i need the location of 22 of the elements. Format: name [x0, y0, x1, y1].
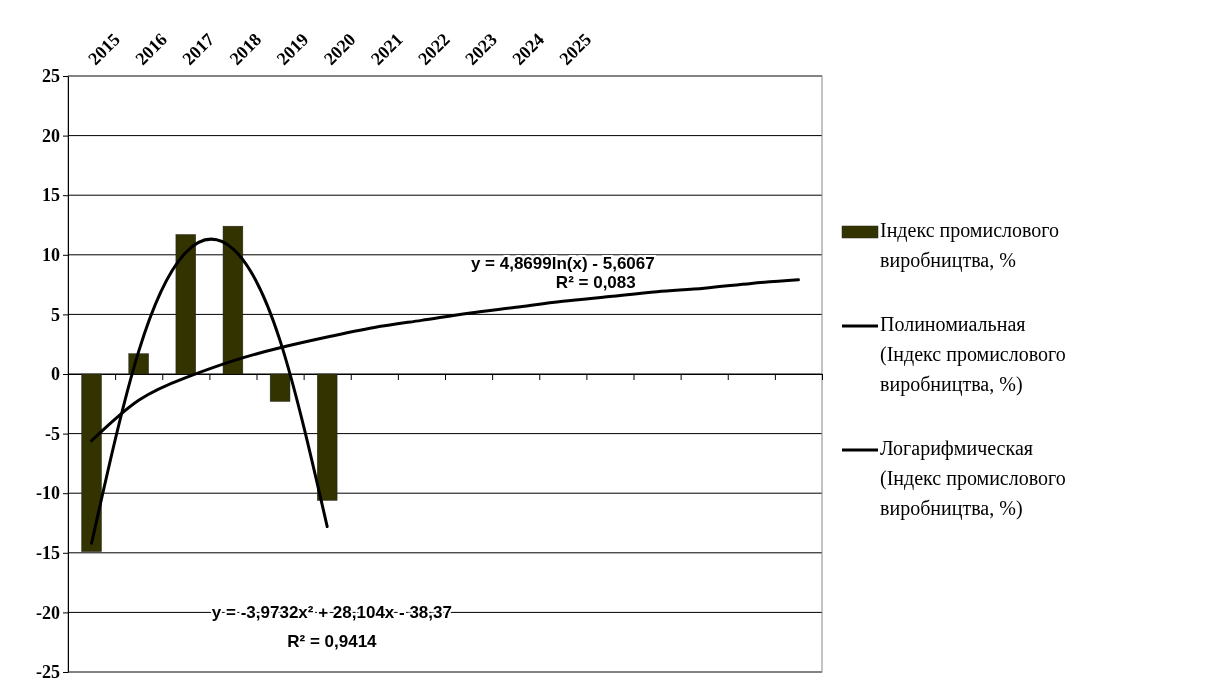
- y-tick-label: -5: [45, 423, 60, 444]
- y-tick-label: 25: [42, 66, 60, 87]
- legend-label: Індекс промислового виробництва, %: [880, 219, 1060, 272]
- y-tick-label: 20: [42, 125, 60, 146]
- legend-label: Логарифмическая (Індекс промислового виробництва, %): [880, 437, 1066, 520]
- annotation: y = 4,8699ln(x) - 5,6067: [470, 254, 655, 274]
- y-tick-label: 15: [42, 185, 60, 206]
- bar: [81, 373, 102, 552]
- y-tick-label: -10: [36, 483, 60, 504]
- y-tick-label: 0: [51, 364, 60, 385]
- y-tick-label: -25: [36, 662, 60, 683]
- y-tick-label: 10: [42, 245, 60, 266]
- bar: [175, 234, 196, 375]
- bar: [269, 373, 291, 402]
- y-tick-label: -20: [36, 602, 60, 623]
- y-tick-label: 5: [51, 304, 60, 325]
- bar: [317, 373, 338, 501]
- bar: [222, 225, 244, 375]
- legend-label: Полиномиальная (Індекс промислового виробництва, %): [880, 313, 1066, 396]
- annotation: R² = 0,9414: [287, 631, 378, 651]
- y-tick-label: -15: [36, 543, 60, 564]
- annotation: R² = 0,083: [555, 273, 636, 293]
